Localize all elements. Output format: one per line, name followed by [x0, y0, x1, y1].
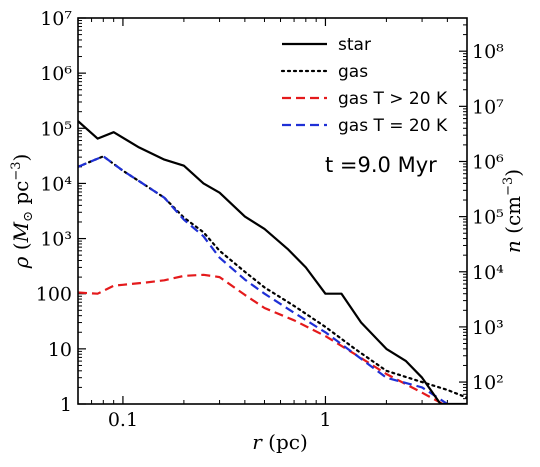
legend-label: gas: [338, 62, 368, 82]
legend-label: gas T > 20 K: [338, 89, 448, 109]
y-tick-label: 10⁵: [40, 118, 72, 140]
x-tick-label: 1: [319, 409, 331, 431]
legend: star gas gas T > 20 K gas T = 20 K: [280, 35, 448, 136]
y-tick-label: 10⁷: [40, 8, 72, 30]
legend-label: star: [338, 35, 371, 55]
right-axis-label: n (cm−3): [501, 169, 525, 253]
y-axis-label: ρ (M⊙ pc−3): [9, 154, 36, 270]
right-tick-label: 10⁴: [472, 262, 504, 284]
x-tick-label: 0.1: [108, 409, 138, 431]
plot-frame: [77, 17, 468, 405]
tick-labels: 0.1 1 1 10 100 10³ 10⁴ 10⁵ 10⁶ 10⁷ 10² 10³ 10⁴ 10⁵ 10⁶…: [36, 8, 504, 431]
series-layer: [78, 120, 467, 404]
y-tick-label: 10⁶: [40, 63, 72, 85]
right-tick-label: 10⁵: [472, 207, 504, 229]
right-tick-label: 10⁶: [472, 151, 504, 173]
axis-ticks: [78, 17, 467, 405]
right-tick-label: 10⁸: [472, 41, 504, 63]
right-tick-label: 10²: [472, 372, 504, 394]
y-tick-label: 10: [48, 339, 72, 361]
series-line-gas: [78, 155, 467, 399]
series-line-star: [78, 120, 467, 404]
series-line-gas-t-20-k: [78, 273, 444, 404]
y-tick-label: 10⁴: [40, 173, 72, 195]
y-tick-label: 10³: [40, 229, 72, 251]
y-tick-label: 1: [60, 394, 72, 416]
time-annotation: t =9.0 Myr: [325, 153, 437, 177]
right-tick-label: 10⁷: [472, 96, 504, 118]
x-axis-label: r (pc): [252, 430, 308, 454]
right-tick-label: 10³: [472, 317, 504, 339]
legend-label: gas T = 20 K: [338, 116, 448, 136]
series-line-gas-t-20-k: [78, 155, 449, 404]
y-tick-label: 100: [36, 284, 72, 306]
